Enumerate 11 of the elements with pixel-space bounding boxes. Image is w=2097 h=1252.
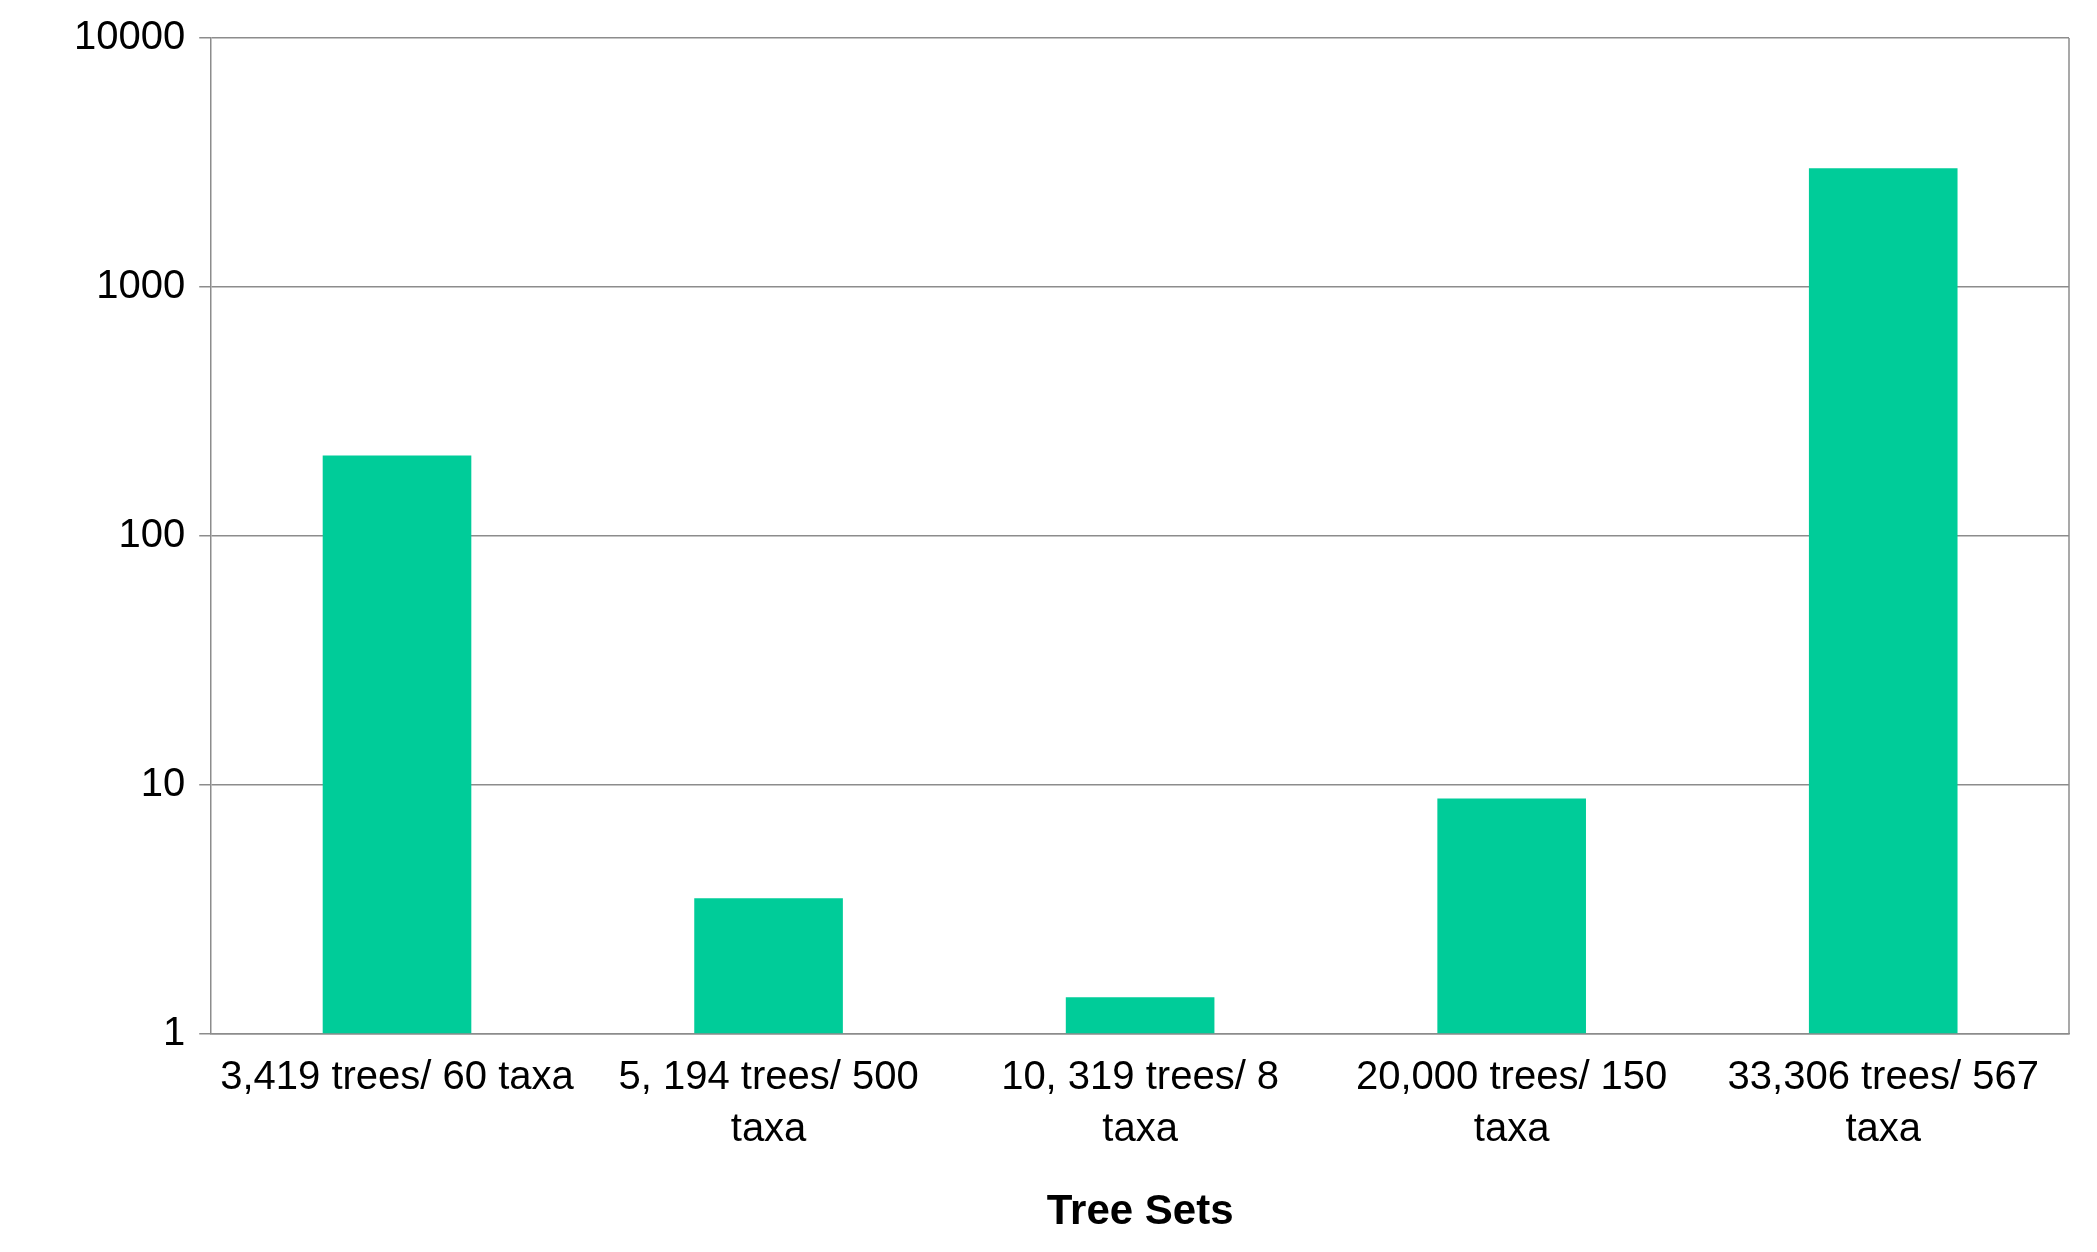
y-tick-label: 10 bbox=[140, 759, 186, 804]
y-tick-label: 1 bbox=[162, 1008, 186, 1053]
y-tick-label: 1000 bbox=[96, 261, 186, 306]
y-tick-label: 100 bbox=[118, 510, 186, 555]
x-axis-title: Tree Sets bbox=[1046, 1186, 1234, 1234]
x-tick-label: 5, 194 trees/ 500 taxa bbox=[618, 1052, 919, 1149]
x-tick-label: 3,419 trees/ 60 taxa bbox=[220, 1052, 575, 1097]
x-tick-label: 10, 319 trees/ 8 taxa bbox=[1001, 1052, 1280, 1149]
y-tick-label: 10000 bbox=[74, 13, 186, 58]
x-tick-label: 20,000 trees/ 150 taxa bbox=[1355, 1052, 1668, 1149]
x-tick-label: 33,306 trees/ 567 taxa bbox=[1727, 1052, 2039, 1149]
